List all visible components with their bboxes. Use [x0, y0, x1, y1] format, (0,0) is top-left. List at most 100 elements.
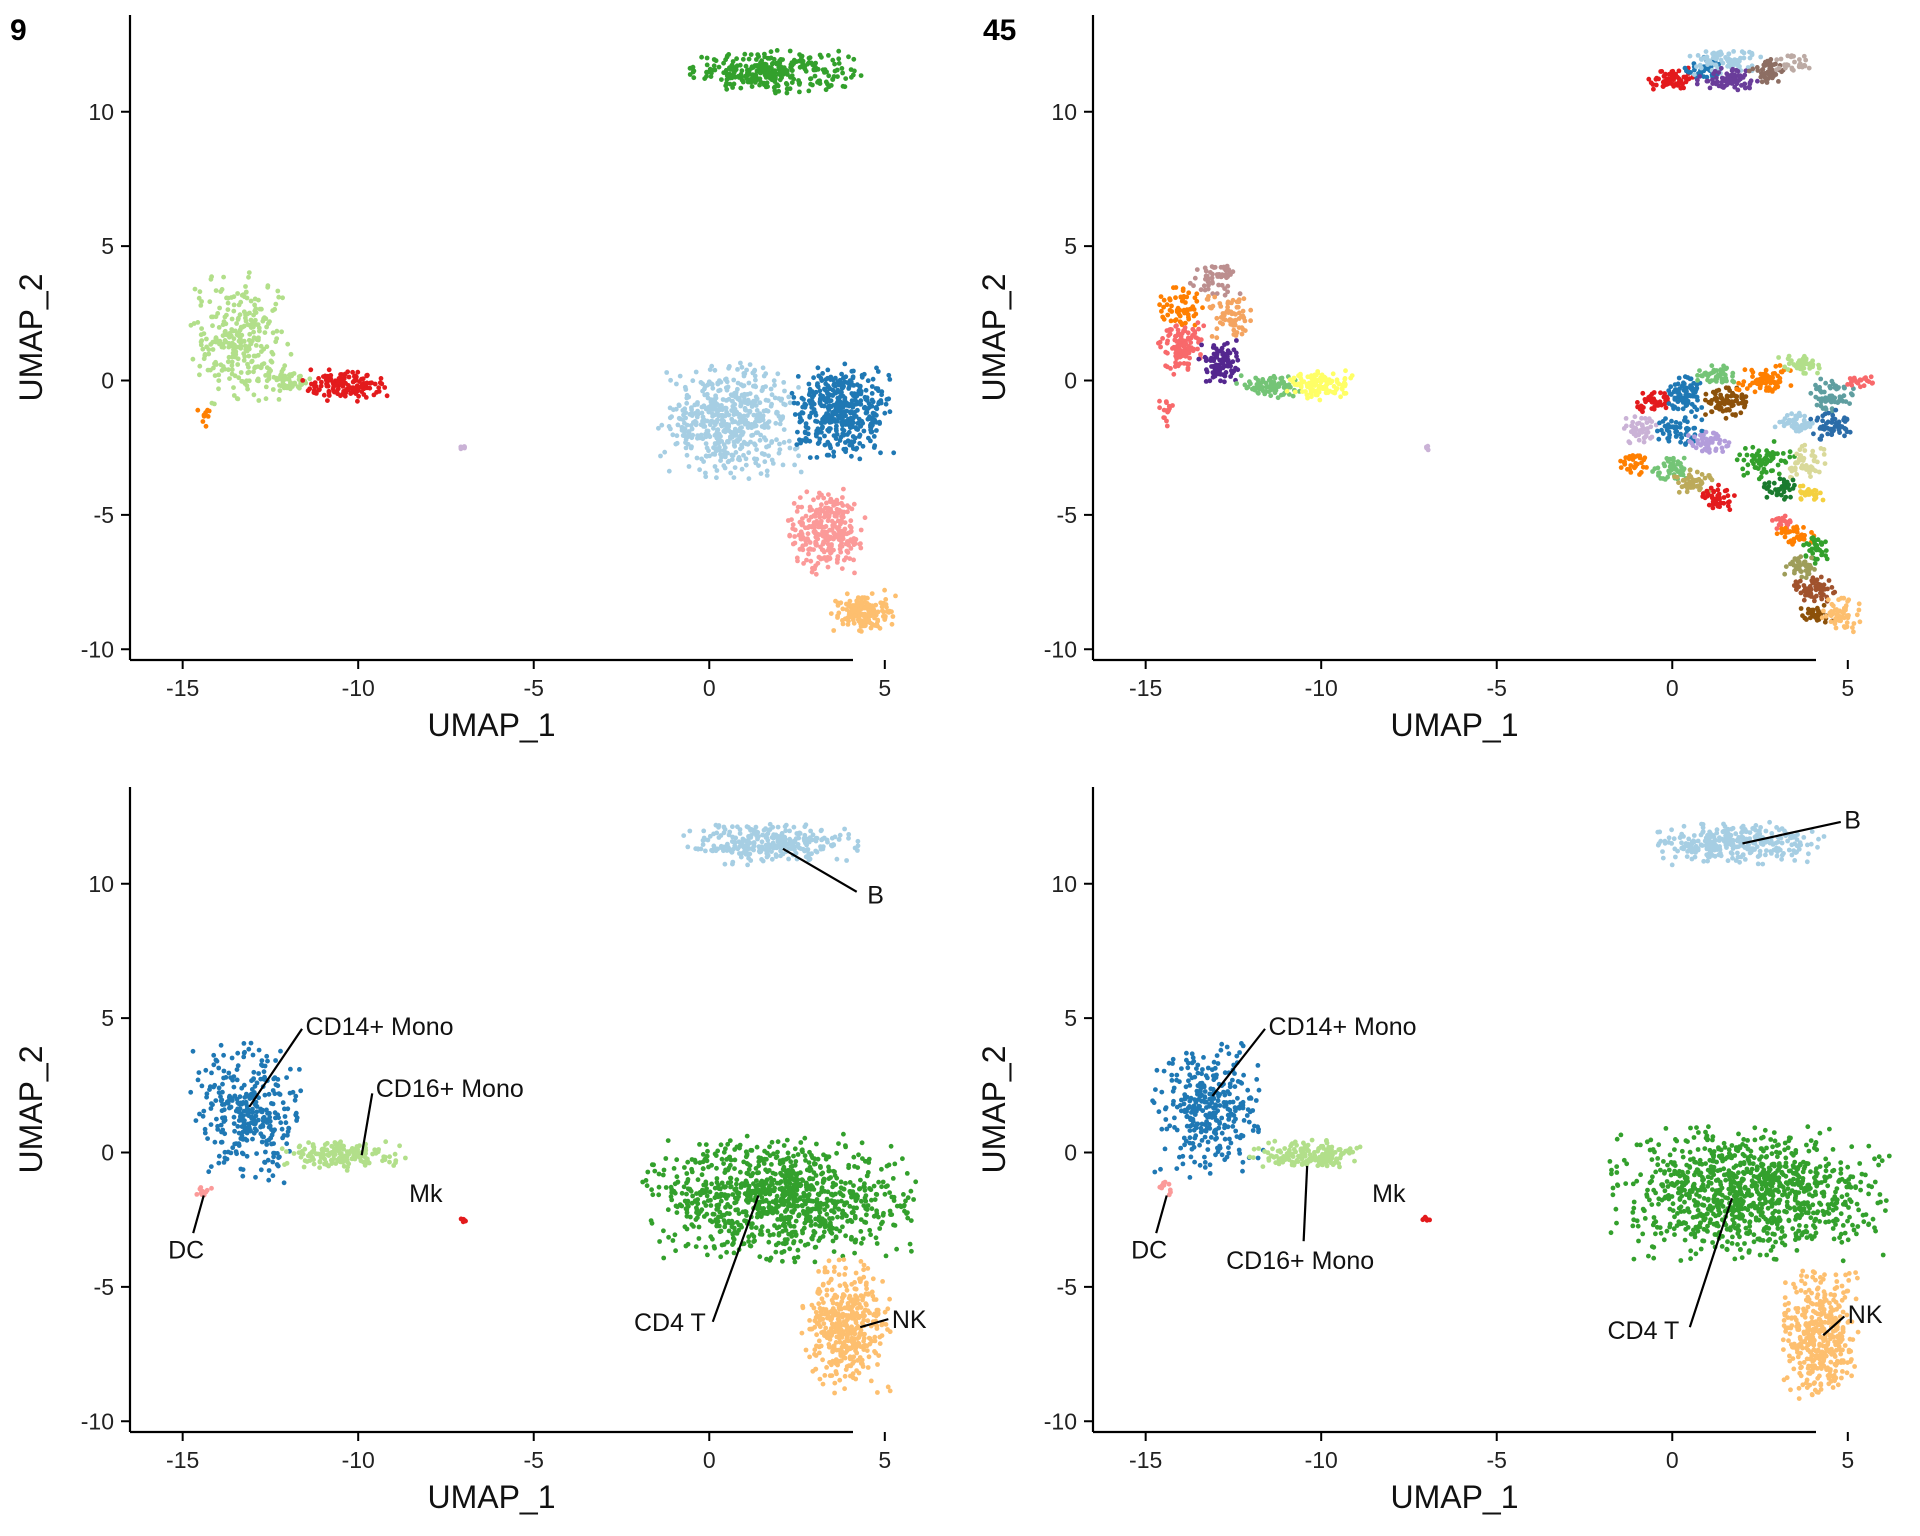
data-point: [738, 400, 744, 406]
data-point: [1715, 372, 1721, 378]
data-point: [1730, 412, 1736, 417]
data-point: [730, 403, 736, 409]
data-point: [1765, 58, 1770, 64]
data-point: [717, 433, 723, 439]
data-point: [1809, 555, 1814, 561]
data-point: [1167, 307, 1173, 313]
data-point: [694, 455, 700, 461]
data-point: [768, 49, 774, 55]
data-point: [714, 475, 719, 481]
data-point: [244, 295, 250, 301]
data-point: [835, 615, 840, 620]
data-point: [702, 424, 708, 429]
data-point: [759, 839, 765, 845]
data-point: [780, 462, 786, 468]
data-point: [1770, 468, 1775, 473]
data-point: [738, 854, 744, 860]
data-point: [852, 845, 858, 851]
data-point: [1640, 464, 1646, 470]
data-point: [714, 429, 720, 435]
data-point: [791, 824, 797, 830]
data-point: [1720, 370, 1726, 376]
data-point: [808, 828, 813, 834]
data-point: [861, 405, 867, 411]
cluster-points: [1685, 429, 1732, 455]
data-point: [1281, 381, 1287, 387]
data-point: [826, 398, 832, 404]
data-point: [1797, 61, 1803, 67]
data-point: [863, 387, 869, 393]
data-point: [831, 453, 837, 459]
data-point: [231, 336, 237, 342]
data-point: [764, 854, 770, 860]
data-point: [848, 537, 854, 543]
data-point: [840, 426, 845, 432]
data-point: [1777, 375, 1783, 381]
data-point: [689, 444, 694, 450]
data-point: [765, 408, 771, 414]
data-point: [371, 392, 377, 398]
data-point: [1841, 624, 1847, 629]
data-point: [766, 828, 772, 833]
data-point: [1744, 452, 1750, 458]
data-point: [1775, 451, 1780, 457]
data-point: [733, 394, 738, 400]
data-point: [848, 415, 854, 421]
data-point: [863, 396, 869, 402]
data-point: [869, 403, 875, 409]
data-point: [1211, 358, 1217, 364]
data-point: [1166, 327, 1172, 333]
data-point: [1734, 394, 1740, 399]
data-point: [1740, 466, 1746, 472]
data-point: [312, 384, 317, 390]
data-point: [1681, 455, 1687, 461]
data-point: [1194, 291, 1200, 297]
data-point: [792, 412, 798, 417]
data-point: [840, 606, 846, 612]
data-point: [1670, 68, 1676, 74]
data-point: [1181, 361, 1187, 366]
data-point: [723, 83, 729, 89]
data-point: [701, 459, 706, 464]
data-point: [753, 394, 759, 400]
data-point: [703, 441, 709, 446]
data-point: [821, 540, 827, 545]
data-point: [735, 367, 740, 372]
data-point: [1826, 578, 1832, 583]
data-point: [1780, 516, 1786, 521]
data-point: [725, 841, 730, 847]
data-point: [1248, 318, 1253, 324]
data-point: [1640, 390, 1646, 396]
data-point: [887, 377, 893, 382]
data-point: [1313, 373, 1319, 378]
data-point: [851, 501, 857, 507]
data-point: [270, 1159, 276, 1165]
data-point: [839, 404, 845, 410]
x-tick-label: 5: [878, 675, 891, 701]
data-point: [832, 68, 838, 74]
data-point: [773, 854, 779, 859]
data-point: [1762, 461, 1768, 467]
data-point: [1716, 387, 1722, 393]
data-point: [724, 86, 730, 92]
data-point: [1248, 381, 1253, 387]
data-point: [1231, 347, 1237, 353]
data-point: [273, 339, 279, 345]
data-point: [197, 372, 202, 378]
data-point: [819, 492, 824, 498]
data-point: [1179, 336, 1184, 342]
data-point: [749, 422, 755, 427]
data-point: [746, 71, 752, 77]
data-point: [883, 401, 889, 407]
data-point: [884, 397, 890, 402]
data-point: [1272, 375, 1278, 381]
data-point: [869, 591, 875, 596]
data-point: [756, 54, 761, 59]
data-point: [1644, 420, 1650, 425]
x-tick-label: -15: [1129, 675, 1162, 701]
data-point: [848, 518, 854, 524]
data-point: [774, 437, 779, 443]
data-point: [319, 379, 324, 385]
data-point: [1821, 608, 1826, 614]
